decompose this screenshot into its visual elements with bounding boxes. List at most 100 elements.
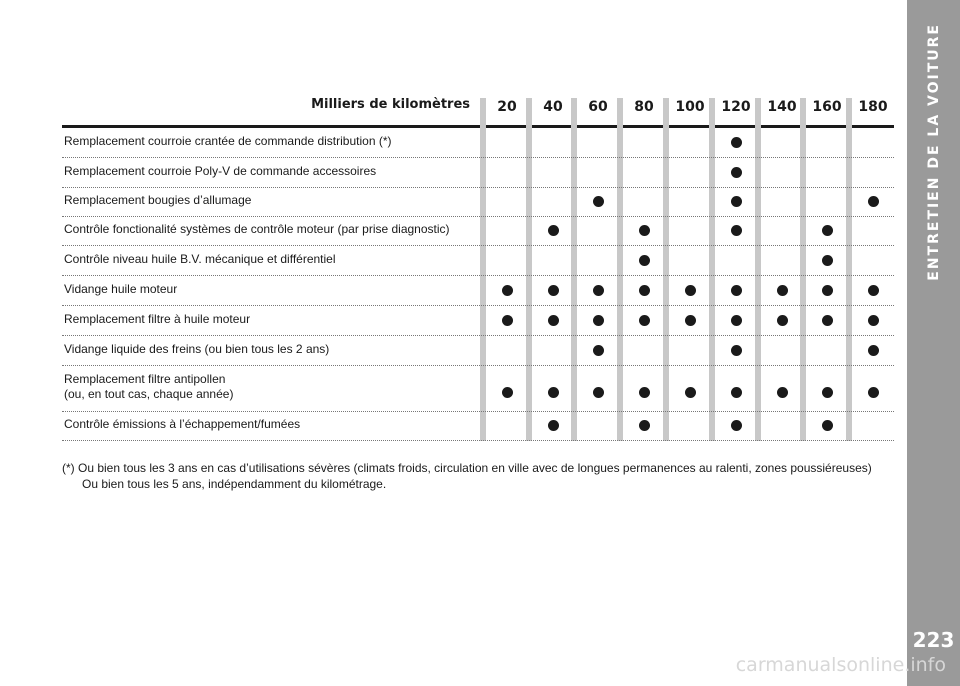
row-label-line: Remplacement courroie crantée de command… [64, 134, 392, 148]
column-stripe [480, 98, 486, 441]
column-stripe [617, 98, 623, 441]
column-header-km: 20 [497, 99, 517, 115]
service-dot [867, 284, 879, 296]
row-label-line: Vidange liquide des freins (ou bien tous… [64, 341, 330, 356]
service-dot [867, 196, 879, 207]
service-dot [730, 166, 742, 178]
service-dot [730, 284, 742, 296]
header-rule [62, 125, 894, 128]
row-separator [62, 365, 894, 366]
row-label-line: Remplacement filtre à huile moteur [64, 311, 251, 326]
service-dot [776, 314, 788, 326]
row-label: Remplacement bougies d’allumage [64, 193, 484, 208]
service-dot [776, 284, 788, 296]
service-dot [730, 225, 742, 236]
service-dot [592, 314, 604, 326]
footnote-line-2: Ou bien tous les 5 ans, indépendamment d… [82, 477, 387, 491]
column-stripe [709, 98, 715, 441]
row-separator [62, 440, 894, 441]
service-dot [638, 420, 650, 431]
row-label-line: (ou, en tout cas, chaque année) [64, 387, 234, 401]
service-dot [821, 420, 833, 431]
row-label: Vidange huile moteur [64, 282, 484, 297]
column-header-km: 160 [812, 99, 842, 115]
row-label-line: Vidange huile moteur [64, 281, 178, 296]
service-dot [684, 386, 696, 398]
service-dot [592, 344, 604, 356]
row-label: Remplacement filtre à huile moteur [64, 312, 484, 327]
row-separator [62, 275, 894, 276]
service-dot [867, 344, 879, 356]
service-dot [730, 386, 742, 398]
row-separator [62, 216, 894, 217]
service-dot [638, 254, 650, 266]
column-stripe [663, 98, 669, 441]
service-dot [547, 225, 559, 236]
row-label-line: Remplacement courroie Poly-V de commande… [64, 163, 377, 178]
service-dot [547, 314, 559, 326]
service-dot [776, 386, 788, 398]
service-dot [547, 386, 559, 398]
footnote-line-1: (*) Ou bien tous les 3 ans en cas d’util… [62, 461, 872, 475]
service-dot [821, 284, 833, 296]
column-header-km: 60 [588, 99, 608, 115]
service-dot [547, 284, 559, 296]
service-dot [730, 314, 742, 326]
column-header-km: 100 [675, 99, 705, 115]
page-number: 223 [912, 628, 955, 652]
row-separator [62, 411, 894, 412]
service-dot [821, 386, 833, 398]
header-title: Milliers de kilomètres [311, 97, 470, 112]
row-label: Contrôle fonctionalité systèmes de contr… [64, 222, 484, 237]
column-header-km: 80 [634, 99, 654, 115]
column-stripe [846, 98, 852, 441]
service-dot [821, 254, 833, 266]
row-label-line: Remplacement filtre antipollen [64, 372, 226, 386]
service-dot [867, 314, 879, 326]
service-dot [638, 386, 650, 398]
column-header-km: 180 [858, 99, 888, 115]
service-dot [547, 420, 559, 431]
row-label: Contrôle niveau huile B.V. mécanique et … [64, 252, 484, 267]
row-label: Remplacement courroie crantée de command… [64, 134, 484, 149]
row-label-line: Contrôle niveau huile B.V. mécanique et … [64, 251, 336, 266]
section-title-vertical: ENTRETIEN DE LA VOITURE [907, 23, 960, 281]
row-separator [62, 305, 894, 306]
row-label: Remplacement filtre antipollen (ou, en to… [64, 372, 484, 402]
column-header-km: 120 [721, 99, 751, 115]
service-dot [638, 225, 650, 236]
row-label: Contrôle émissions à l’échappement/fumée… [64, 417, 484, 432]
column-header-km: 40 [543, 99, 563, 115]
service-dot [821, 225, 833, 236]
watermark: carmanualsonline.info [735, 654, 946, 676]
service-dot [592, 386, 604, 398]
service-dot [501, 386, 513, 398]
service-dot [730, 137, 742, 148]
column-stripe [571, 98, 577, 441]
side-band [907, 0, 960, 686]
service-dot [501, 314, 513, 326]
row-label: Remplacement courroie Poly-V de commande… [64, 164, 484, 179]
row-separator [62, 335, 894, 336]
row-separator [62, 187, 894, 188]
column-header-km: 140 [767, 99, 797, 115]
column-stripe [755, 98, 761, 441]
service-dot [592, 284, 604, 296]
service-dot [730, 196, 742, 207]
row-separator [62, 157, 894, 158]
section-title: ENTRETIEN DE LA VOITURE [925, 23, 942, 281]
service-dot [730, 344, 742, 356]
service-dot [501, 284, 513, 296]
service-dot [867, 386, 879, 398]
column-stripe [800, 98, 806, 441]
row-label-line: Contrôle fonctionalité systèmes de contr… [64, 222, 450, 236]
service-dot [821, 314, 833, 326]
row-label: Vidange liquide des freins (ou bien tous… [64, 342, 484, 357]
service-dot [684, 284, 696, 296]
row-label-line: Contrôle émissions à l’échappement/fumée… [64, 417, 301, 431]
service-dot [638, 314, 650, 326]
service-dot [730, 420, 742, 431]
service-dot [638, 284, 650, 296]
service-dot [592, 196, 604, 207]
service-dot [684, 314, 696, 326]
